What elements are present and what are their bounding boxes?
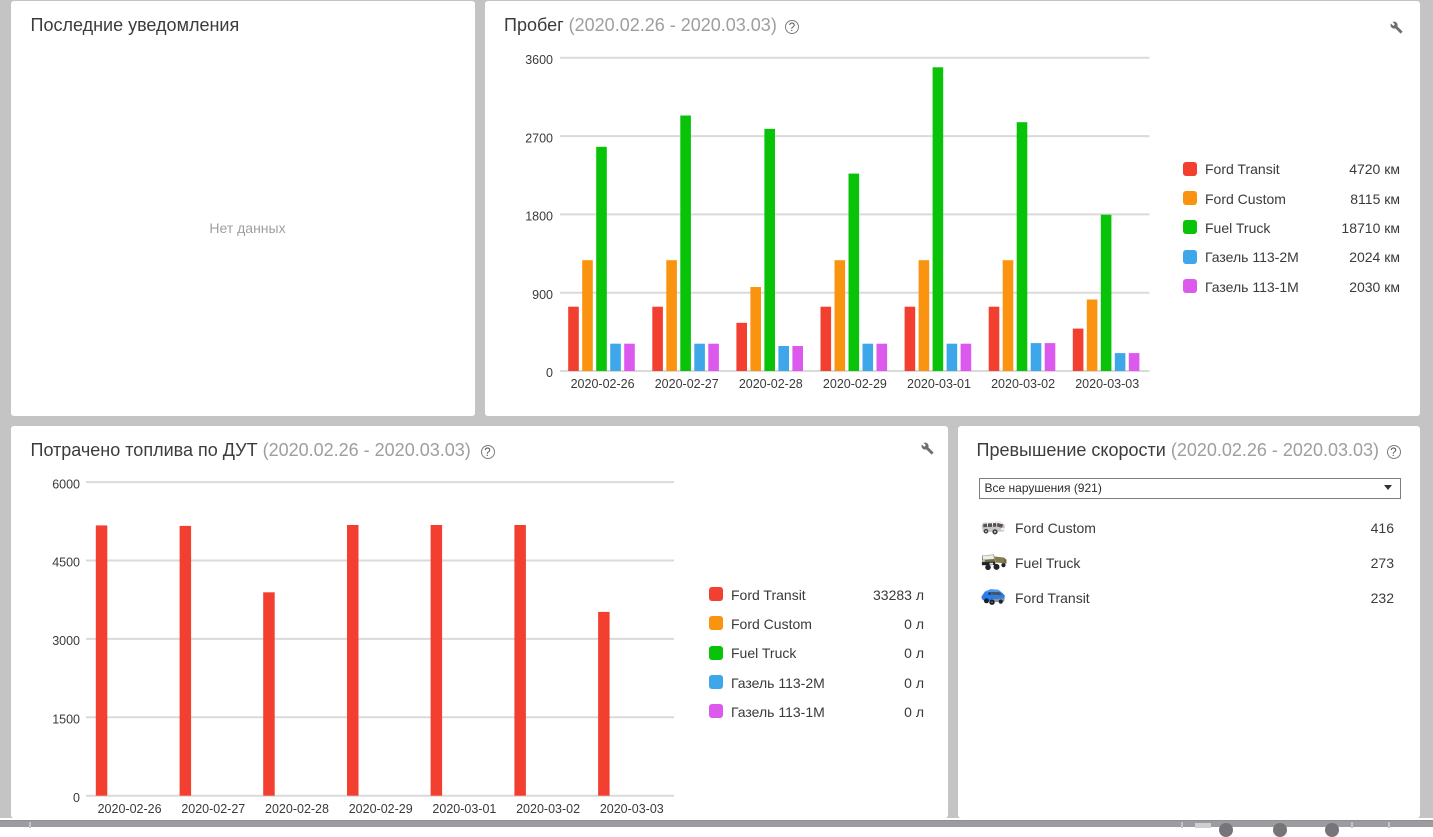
svg-text:2020-02-28: 2020-02-28	[739, 377, 803, 391]
svg-text:2020-02-29: 2020-02-29	[349, 802, 413, 816]
svg-text:2020-03-03: 2020-03-03	[600, 802, 664, 816]
svg-text:2020-03-02: 2020-03-02	[516, 802, 580, 816]
svg-text:2020-02-29: 2020-02-29	[823, 377, 887, 391]
svg-text:900: 900	[532, 288, 553, 302]
svg-text:1800: 1800	[525, 210, 553, 224]
svg-text:6000: 6000	[52, 477, 80, 491]
svg-text:2020-03-01: 2020-03-01	[907, 377, 971, 391]
svg-text:4500: 4500	[52, 556, 80, 570]
svg-text:0: 0	[546, 366, 553, 380]
svg-text:2020-02-28: 2020-02-28	[265, 802, 329, 816]
svg-text:3000: 3000	[52, 634, 80, 648]
svg-text:3600: 3600	[525, 53, 553, 67]
svg-text:2020-03-03: 2020-03-03	[1075, 377, 1139, 391]
svg-text:2020-03-02: 2020-03-02	[991, 377, 1055, 391]
svg-text:1500: 1500	[52, 713, 80, 727]
svg-text:2020-03-01: 2020-03-01	[432, 802, 496, 816]
svg-text:0: 0	[73, 791, 80, 805]
svg-text:2020-02-26: 2020-02-26	[98, 802, 162, 816]
svg-text:2020-02-27: 2020-02-27	[181, 802, 245, 816]
svg-text:2020-02-26: 2020-02-26	[571, 377, 635, 391]
svg-text:2020-02-27: 2020-02-27	[655, 377, 719, 391]
svg-text:2700: 2700	[525, 131, 553, 145]
